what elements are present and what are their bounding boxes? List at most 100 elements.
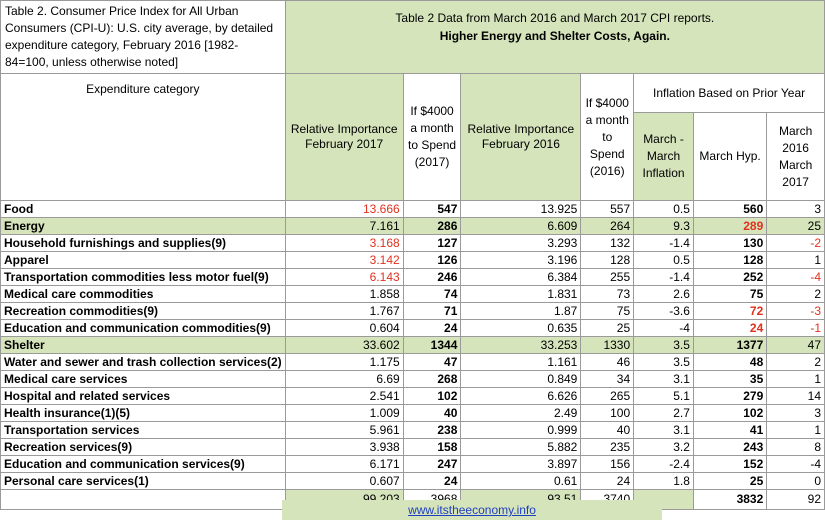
cell-inflation: -1.4 [633, 234, 694, 252]
footer-link-cell: www.itstheeconomy.info [282, 500, 662, 520]
table-row: Apparel 3.142 126 3.196 128 0.5 128 1 [0, 251, 825, 269]
cell-hyp: 243 [692, 438, 768, 456]
cell-inflation: 3.1 [633, 370, 694, 388]
cell-rel-2017: 7.161 [284, 217, 404, 235]
cell-hyp: 279 [692, 387, 768, 405]
cell-diff: 2 [766, 285, 825, 303]
cell-rel-2016: 3.196 [460, 251, 582, 269]
cell-spend-2016: 34 [580, 370, 635, 388]
row-category: Transportation services [0, 421, 286, 439]
col-rel-2016-header: Relative Importance February 2016 [460, 73, 582, 201]
cell-hyp: 252 [692, 268, 768, 286]
total-diff: 92 [766, 489, 825, 510]
cell-hyp: 1377 [692, 336, 768, 354]
table-row: Hospital and related services 2.541 102 6.6… [0, 387, 825, 405]
table-title: Table 2. Consumer Price Index for All Ur… [0, 0, 286, 74]
cell-spend-2017: 286 [402, 217, 462, 235]
cell-rel-2017: 0.604 [284, 319, 404, 337]
cell-rel-2017: 1.858 [284, 285, 404, 303]
table-row: Transportation services 5.961 238 0.999 40 3.… [0, 421, 825, 439]
cell-spend-2016: 73 [580, 285, 635, 303]
website-link[interactable]: www.itstheeconomy.info [408, 503, 536, 517]
cell-spend-2017: 268 [402, 370, 462, 388]
cell-diff: 2 [766, 353, 825, 371]
cell-spend-2017: 547 [402, 200, 462, 218]
cell-spend-2017: 238 [402, 421, 462, 439]
cell-spend-2017: 102 [402, 387, 462, 405]
cell-diff: 8 [766, 438, 825, 456]
cell-inflation: 5.1 [633, 387, 694, 405]
cell-rel-2016: 6.609 [460, 217, 582, 235]
cell-inflation: -2.4 [633, 455, 694, 473]
cell-spend-2017: 74 [402, 285, 462, 303]
cell-rel-2017: 6.171 [284, 455, 404, 473]
cell-inflation: 0.5 [633, 251, 694, 269]
cell-rel-2017: 1.009 [284, 404, 404, 422]
cell-inflation: 1.8 [633, 472, 694, 490]
table-row: Recreation services(9) 3.938 158 5.882 235 3.… [0, 438, 825, 456]
table-row: Transportation commodities less motor fu… [0, 268, 825, 286]
cell-rel-2016: 6.626 [460, 387, 582, 405]
row-category: Health insurance(1)(5) [0, 404, 286, 422]
cell-rel-2016: 0.61 [460, 472, 582, 490]
cell-diff: 25 [766, 217, 825, 235]
cell-spend-2016: 100 [580, 404, 635, 422]
cell-spend-2017: 71 [402, 302, 462, 320]
total-hyp: 3832 [692, 489, 768, 510]
cell-hyp: 75 [692, 285, 768, 303]
cell-hyp: 152 [692, 455, 768, 473]
cell-diff: 0 [766, 472, 825, 490]
cell-rel-2016: 3.897 [460, 455, 582, 473]
cell-inflation: 0.5 [633, 200, 694, 218]
cell-spend-2017: 24 [402, 472, 462, 490]
col-category-header: Expenditure category [0, 73, 286, 201]
col-hyp-header: March Hyp. [692, 112, 768, 201]
table-row: Education and communication commodities(… [0, 319, 825, 337]
col-inflation-header: March - March Inflation [633, 112, 694, 201]
cell-rel-2017: 13.666 [284, 200, 404, 218]
report-title-cell: Table 2 Data from March 2016 and March 2… [284, 0, 825, 74]
row-category: Shelter [0, 336, 286, 354]
cell-rel-2016: 1.161 [460, 353, 582, 371]
cell-inflation: 3.2 [633, 438, 694, 456]
cell-diff: 14 [766, 387, 825, 405]
cell-diff: 1 [766, 370, 825, 388]
cell-diff: -4 [766, 455, 825, 473]
row-category: Energy [0, 217, 286, 235]
cell-hyp: 35 [692, 370, 768, 388]
cell-spend-2016: 1330 [580, 336, 635, 354]
footer-bar: www.itstheeconomy.info [0, 500, 825, 520]
report-title: Table 2 Data from March 2016 and March 2… [395, 11, 715, 25]
cell-spend-2016: 265 [580, 387, 635, 405]
cell-rel-2016: 13.925 [460, 200, 582, 218]
cell-diff: -1 [766, 319, 825, 337]
cell-spend-2017: 158 [402, 438, 462, 456]
col-spend-2017-header: If $4000 a month to Spend (2017) [402, 73, 462, 201]
cell-hyp: 289 [692, 217, 768, 235]
cell-inflation: 9.3 [633, 217, 694, 235]
cell-spend-2016: 264 [580, 217, 635, 235]
cell-hyp: 24 [692, 319, 768, 337]
cell-hyp: 48 [692, 353, 768, 371]
cell-spend-2016: 46 [580, 353, 635, 371]
cell-rel-2016: 6.384 [460, 268, 582, 286]
cell-hyp: 72 [692, 302, 768, 320]
report-subtitle: Higher Energy and Shelter Costs, Again. [439, 29, 670, 43]
row-category: Hospital and related services [0, 387, 286, 405]
cell-spend-2016: 128 [580, 251, 635, 269]
cell-inflation: -3.6 [633, 302, 694, 320]
cell-rel-2016: 5.882 [460, 438, 582, 456]
cell-rel-2017: 33.602 [284, 336, 404, 354]
cell-spend-2017: 247 [402, 455, 462, 473]
cell-spend-2016: 40 [580, 421, 635, 439]
cell-diff: 3 [766, 404, 825, 422]
table-row: Medical care commodities 1.858 74 1.831 73 2.… [0, 285, 825, 303]
cell-spend-2017: 127 [402, 234, 462, 252]
col-rel-2017-header: Relative Importance February 2017 [284, 73, 404, 201]
cell-rel-2017: 1.767 [284, 302, 404, 320]
cell-spend-2016: 132 [580, 234, 635, 252]
cell-spend-2016: 235 [580, 438, 635, 456]
col-diff-header: March 2016 March 2017 [766, 112, 825, 201]
cell-rel-2017: 6.69 [284, 370, 404, 388]
